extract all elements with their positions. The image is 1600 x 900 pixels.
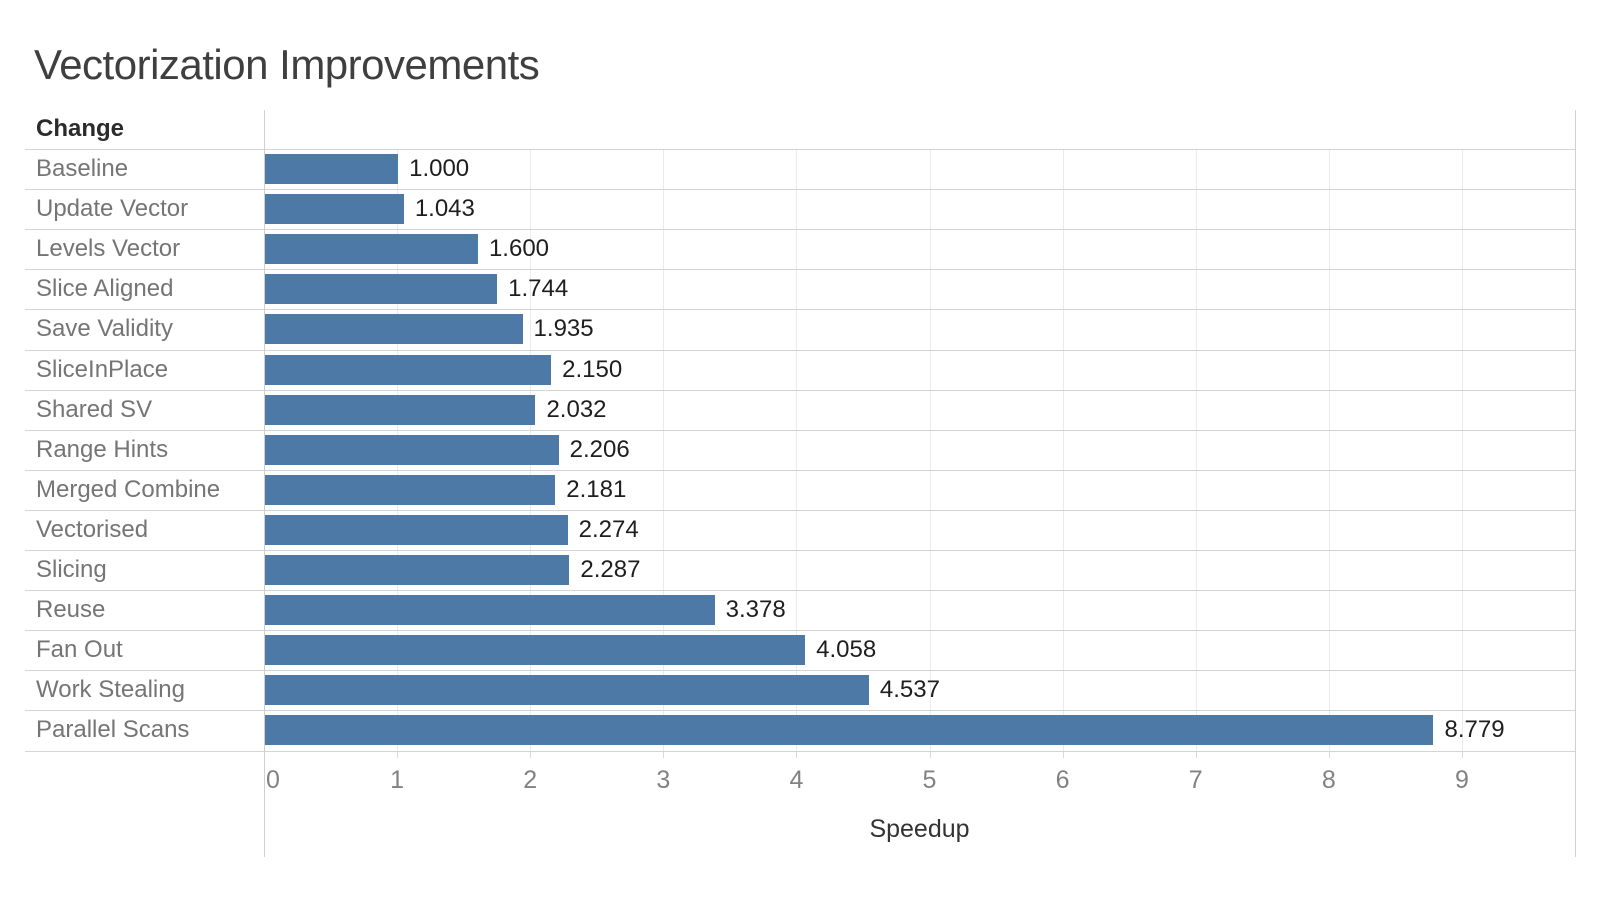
x-axis-tick-label: 4 xyxy=(789,766,804,794)
category-label: Slice Aligned xyxy=(36,275,174,303)
row-divider xyxy=(25,469,1575,471)
axis-tick-mark xyxy=(1062,750,1064,758)
x-axis-tick-label: 5 xyxy=(922,766,937,794)
x-axis-tick-label: 9 xyxy=(1454,766,1469,794)
axis-tick-mark xyxy=(929,750,931,758)
bar[interactable] xyxy=(265,154,399,184)
vertical-gridline xyxy=(929,149,931,751)
bar-value-label: 1.043 xyxy=(414,195,475,223)
bar[interactable] xyxy=(265,514,568,545)
bar[interactable] xyxy=(265,394,536,425)
category-label: Vectorised xyxy=(36,515,149,543)
row-divider xyxy=(25,750,1575,752)
x-axis-tick-label: 0 xyxy=(266,766,280,794)
x-axis-tick-label: 8 xyxy=(1321,766,1336,794)
x-axis-tick-label: 3 xyxy=(656,766,671,794)
category-label: Parallel Scans xyxy=(36,716,190,744)
chart-title: Vectorization Improvements xyxy=(34,41,540,88)
x-axis-tick-label: 7 xyxy=(1188,766,1203,794)
vertical-gridline xyxy=(1461,149,1463,751)
row-divider xyxy=(25,710,1575,712)
vertical-gridline xyxy=(1328,149,1330,751)
axis-tick-mark xyxy=(530,750,532,758)
x-axis-tick-label: 1 xyxy=(390,766,405,794)
row-divider xyxy=(25,309,1575,311)
bar[interactable] xyxy=(265,555,570,585)
row-divider xyxy=(25,550,1575,551)
y-axis-line xyxy=(264,110,265,857)
axis-tick-mark xyxy=(1195,750,1197,758)
x-axis-label: Speedup xyxy=(869,815,970,843)
category-label: Fan Out xyxy=(36,636,123,664)
bar[interactable] xyxy=(265,194,404,225)
x-axis-tick-label: 2 xyxy=(523,766,538,794)
bar-value-label: 2.206 xyxy=(569,435,630,463)
vertical-gridline xyxy=(796,149,798,751)
category-label: Baseline xyxy=(36,155,129,183)
bar-value-label: 4.058 xyxy=(816,636,877,664)
category-label: Slicing xyxy=(36,556,107,584)
row-divider xyxy=(25,429,1575,431)
category-label: Save Validity xyxy=(36,315,173,343)
vertical-gridline xyxy=(1062,149,1064,751)
row-divider xyxy=(25,670,1575,672)
bar-value-label: 2.032 xyxy=(546,395,607,423)
axis-tick-mark xyxy=(397,750,399,758)
category-label: Range Hints xyxy=(36,435,169,463)
row-divider xyxy=(25,389,1575,391)
category-label: SliceInPlace xyxy=(36,355,169,383)
bar-value-label: 2.181 xyxy=(566,475,627,503)
bar-value-label: 1.000 xyxy=(409,155,470,183)
vertical-gridline xyxy=(663,149,665,751)
bar-value-label: 2.150 xyxy=(562,355,623,383)
bar[interactable] xyxy=(265,635,806,666)
bar[interactable] xyxy=(265,274,498,305)
category-label: Merged Combine xyxy=(36,475,221,503)
axis-tick-mark xyxy=(796,750,798,758)
row-divider xyxy=(25,189,1575,191)
bar[interactable] xyxy=(265,434,559,465)
x-axis-tick-label: 6 xyxy=(1055,766,1070,794)
bar[interactable] xyxy=(265,354,552,385)
bar[interactable] xyxy=(265,314,523,345)
bar-value-label: 2.287 xyxy=(580,556,641,584)
row-divider xyxy=(25,229,1575,231)
category-label: Work Stealing xyxy=(36,676,185,704)
bar-value-label: 3.378 xyxy=(725,596,786,624)
category-label: Levels Vector xyxy=(36,235,181,263)
vertical-gridline xyxy=(1195,149,1197,751)
bar[interactable] xyxy=(265,715,1434,746)
category-label: Update Vector xyxy=(36,195,189,223)
row-divider xyxy=(25,149,1575,150)
row-header-change: Change xyxy=(36,115,125,142)
row-divider xyxy=(25,630,1575,632)
bar[interactable] xyxy=(265,675,869,706)
bar[interactable] xyxy=(265,474,556,505)
bar-value-label: 4.537 xyxy=(879,676,940,704)
bar-value-label: 1.600 xyxy=(488,235,550,263)
bar-value-label: 2.274 xyxy=(578,515,639,543)
bar-value-label: 1.744 xyxy=(508,275,569,303)
bar[interactable] xyxy=(265,595,715,626)
category-label: Shared SV xyxy=(36,395,153,423)
axis-tick-mark xyxy=(663,750,665,758)
row-divider xyxy=(25,349,1575,351)
bar-value-label: 8.779 xyxy=(1444,716,1505,744)
axis-tick-mark xyxy=(1461,750,1463,758)
row-divider xyxy=(25,509,1575,511)
plot-right-border xyxy=(1575,110,1576,857)
category-label: Reuse xyxy=(36,596,106,624)
row-divider xyxy=(25,269,1575,271)
row-divider xyxy=(25,590,1575,592)
axis-tick-mark xyxy=(1328,750,1330,758)
bar-value-label: 1.935 xyxy=(533,315,594,343)
bar[interactable] xyxy=(265,234,478,265)
